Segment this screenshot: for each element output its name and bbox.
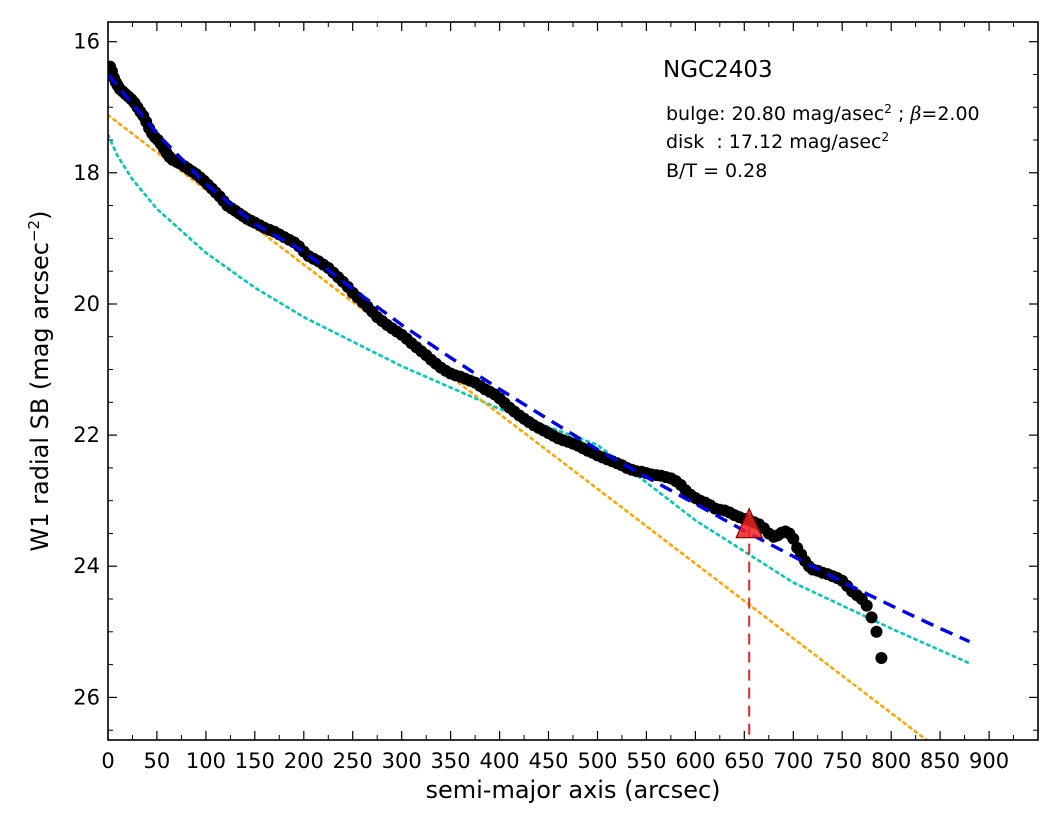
y-axis-tick-labels: 16 18 20 22 24 26 (73, 30, 100, 710)
y-axis-ticks (108, 41, 1038, 731)
bulge-to-total-label: B/T = 0.28 (666, 160, 767, 182)
x-tick-label: 0 (101, 749, 114, 773)
y-tick-label: 26 (73, 685, 100, 709)
y-tick-label: 18 (73, 161, 100, 185)
bulge-fit-label: bulge: 20.80 mag/asec2 ; β=2.00 (666, 102, 980, 125)
profile-data-point (860, 599, 873, 612)
x-tick-label: 350 (431, 749, 471, 773)
bulge-fit-separator: ; (892, 103, 910, 125)
y-axis-title-main: W1 radial SB (mag arcsec (26, 242, 54, 551)
bulge-fit-exponent: 2 (884, 102, 892, 116)
x-tick-label: 900 (969, 749, 1009, 773)
plot-frame (107, 21, 1039, 741)
y-axis-title-close: ) (26, 211, 54, 220)
bulge-fit-text: bulge: 20.80 mag/asec (666, 103, 884, 125)
x-axis-ticks (107, 22, 1014, 740)
x-tick-label: 250 (333, 749, 373, 773)
transition-marker-triangle (735, 507, 764, 539)
x-tick-label: 550 (626, 749, 666, 773)
y-tick-label: 20 (73, 292, 100, 316)
x-tick-label: 650 (724, 749, 764, 773)
y-tick-label: 22 (73, 423, 100, 447)
bulge-beta-symbol: β (909, 103, 921, 125)
x-tick-label: 700 (773, 749, 813, 773)
profile-data-point (870, 625, 883, 638)
x-axis-title: semi-major axis (arcsec) (425, 776, 720, 804)
y-axis-title-exponent: −2 (25, 220, 43, 242)
bulge-beta-value: =2.00 (921, 103, 979, 125)
x-axis-tick-labels: 0 50 100 150 200 250 300 350 400 450 500 550 600 650 7… (101, 749, 1009, 773)
x-tick-label: 50 (144, 749, 171, 773)
disk-fit-exponent: 2 (882, 130, 890, 144)
profile-data-point (787, 532, 800, 545)
profile-data-point (875, 652, 888, 664)
profile-data-point (865, 611, 878, 624)
total-fit-line (108, 73, 971, 644)
x-tick-label: 750 (822, 749, 862, 773)
y-tick-label: 16 (73, 30, 100, 54)
y-axis-title: W1 radial SB (mag arcsec−2) (25, 211, 54, 552)
x-tick-label: 100 (186, 749, 226, 773)
x-tick-label: 850 (920, 749, 960, 773)
x-tick-label: 200 (284, 749, 324, 773)
galaxy-name-label: NGC2403 (663, 57, 773, 83)
x-tick-label: 800 (871, 749, 911, 773)
x-tick-label: 400 (480, 749, 520, 773)
x-tick-label: 150 (235, 749, 275, 773)
x-tick-label: 300 (382, 749, 422, 773)
x-tick-label: 450 (528, 749, 568, 773)
bulge-component-line (108, 133, 971, 665)
disk-fit-text: disk : 17.12 mag/asec (666, 131, 882, 153)
plot-area (108, 60, 971, 740)
x-tick-label: 500 (577, 749, 617, 773)
plot-background (108, 22, 1038, 740)
x-tick-label: 600 (675, 749, 715, 773)
y-tick-label: 24 (73, 554, 100, 578)
disk-fit-label: disk : 17.12 mag/asec2 (666, 130, 889, 153)
